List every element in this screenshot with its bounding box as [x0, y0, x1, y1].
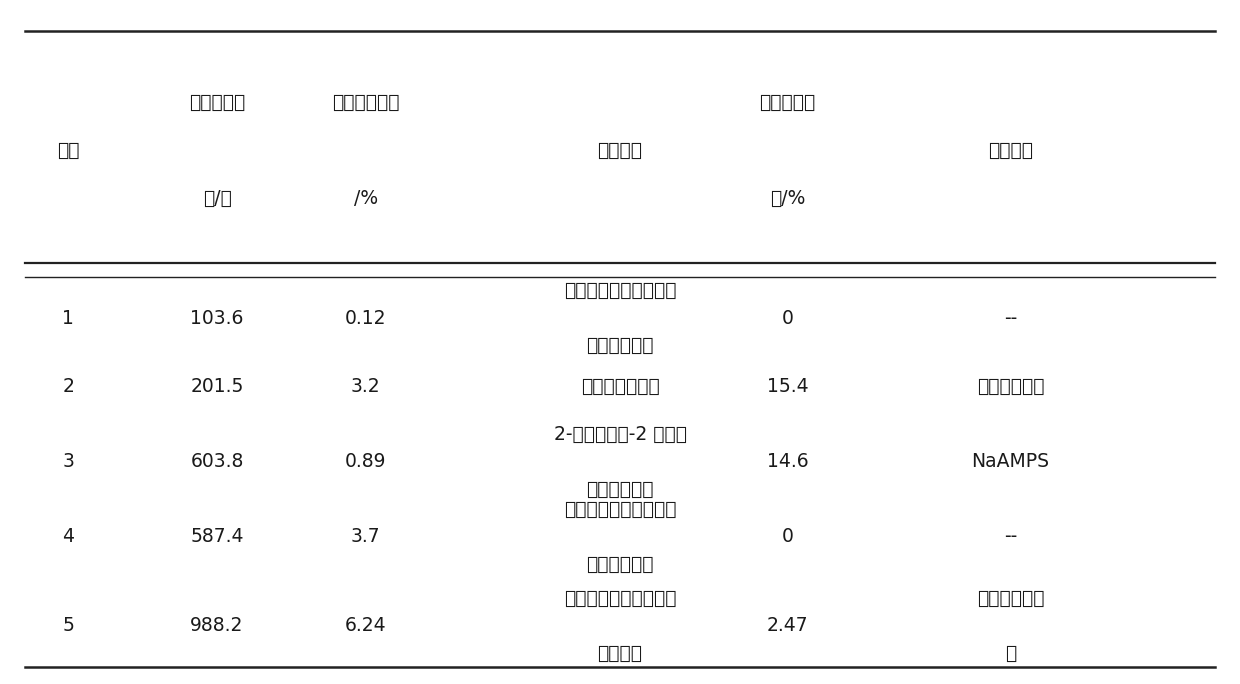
Text: NaAMPS: NaAMPS	[972, 452, 1049, 471]
Text: 丙烯酸六氟丁酯: 丙烯酸六氟丁酯	[580, 377, 660, 396]
Text: 0.89: 0.89	[345, 452, 387, 471]
Text: 四甲基乙二铵: 四甲基乙二铵	[587, 336, 653, 355]
Text: 988.2: 988.2	[190, 616, 244, 635]
Text: 对苯乙烯磺酸: 对苯乙烯磺酸	[977, 589, 1044, 608]
Text: 4: 4	[62, 527, 74, 547]
Text: 587.4: 587.4	[190, 527, 244, 547]
Text: 十八烷基烯丙基二氯化: 十八烷基烯丙基二氯化	[564, 281, 676, 300]
Text: 3: 3	[62, 452, 74, 471]
Text: 103.6: 103.6	[190, 308, 244, 328]
Text: 疏水单体含量: 疏水单体含量	[332, 93, 399, 112]
Text: 3.2: 3.2	[351, 377, 381, 396]
Text: 201.5: 201.5	[190, 377, 244, 396]
Text: 0: 0	[781, 527, 794, 547]
Text: 二烷基磺酸钠: 二烷基磺酸钠	[587, 479, 653, 499]
Text: 编号: 编号	[57, 141, 79, 160]
Text: 量/%: 量/%	[770, 189, 805, 208]
Text: 0: 0	[781, 308, 794, 328]
Text: 14.6: 14.6	[766, 452, 808, 471]
Text: 十八烷基烯丙基二溴化: 十八烷基烯丙基二溴化	[564, 500, 676, 519]
Text: 疏水单体: 疏水单体	[598, 141, 642, 160]
Text: 十六烷基酚聚氯乙烯丙: 十六烷基酚聚氯乙烯丙	[564, 589, 676, 608]
Text: 苯乙烯磺酸钠: 苯乙烯磺酸钠	[977, 377, 1044, 396]
Text: 5: 5	[62, 616, 74, 635]
Text: 烯酸丁酯: 烯酸丁酯	[598, 644, 642, 663]
Text: --: --	[1004, 527, 1017, 547]
Text: 2.47: 2.47	[766, 616, 808, 635]
Text: 四甲基乙二铵: 四甲基乙二铵	[587, 555, 653, 574]
Text: 功能单体含: 功能单体含	[759, 93, 816, 112]
Text: 2: 2	[62, 377, 74, 396]
Text: 聚合物分子: 聚合物分子	[188, 93, 246, 112]
Text: --: --	[1004, 308, 1017, 328]
Text: 2-丙烯酰胺基-2 甲基十: 2-丙烯酰胺基-2 甲基十	[553, 425, 687, 444]
Text: 603.8: 603.8	[190, 452, 244, 471]
Text: 3.7: 3.7	[351, 527, 381, 547]
Text: 0.12: 0.12	[345, 308, 387, 328]
Text: 6.24: 6.24	[345, 616, 387, 635]
Text: 钠: 钠	[1004, 644, 1017, 663]
Text: 量/万: 量/万	[202, 189, 232, 208]
Text: /%: /%	[353, 189, 378, 208]
Text: 1: 1	[62, 308, 74, 328]
Text: 15.4: 15.4	[766, 377, 808, 396]
Text: 功能单体: 功能单体	[988, 141, 1033, 160]
